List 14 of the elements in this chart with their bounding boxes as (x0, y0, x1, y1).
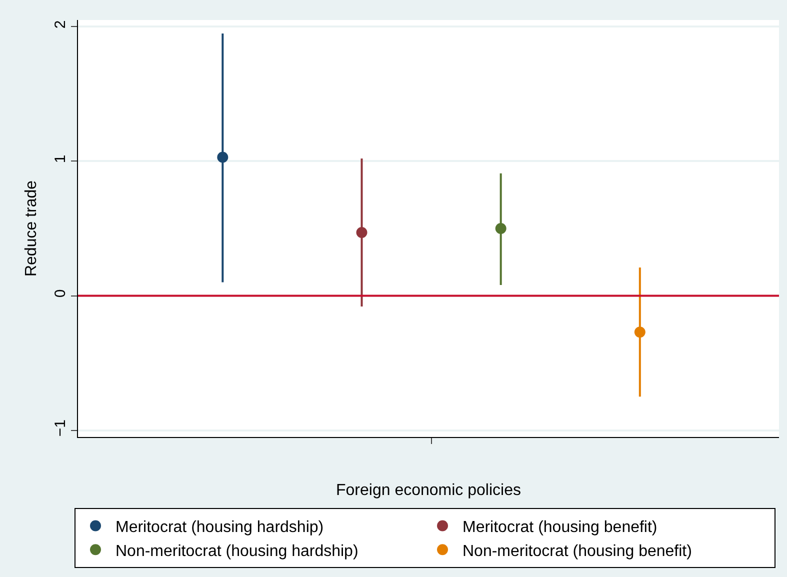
legend-label: Meritocrat (housing benefit) (462, 519, 658, 536)
legend-label: Meritocrat (housing hardship) (116, 519, 324, 536)
y-tick-label: 1 (52, 154, 69, 164)
legend-label: Non-meritocrat (housing hardship) (116, 542, 358, 560)
point (217, 152, 228, 163)
x-axis-title: Foreign economic policies (336, 482, 521, 499)
y-axis-title: Reduce trade (23, 180, 40, 277)
y-tick-label: 2 (52, 20, 69, 29)
y-tick-label: 0 (52, 289, 69, 298)
point (356, 227, 368, 238)
point (495, 223, 506, 234)
point (634, 326, 646, 338)
legend-label: Non-meritocrat (housing benefit) (462, 542, 692, 560)
y-tick-label: −1 (52, 419, 69, 437)
